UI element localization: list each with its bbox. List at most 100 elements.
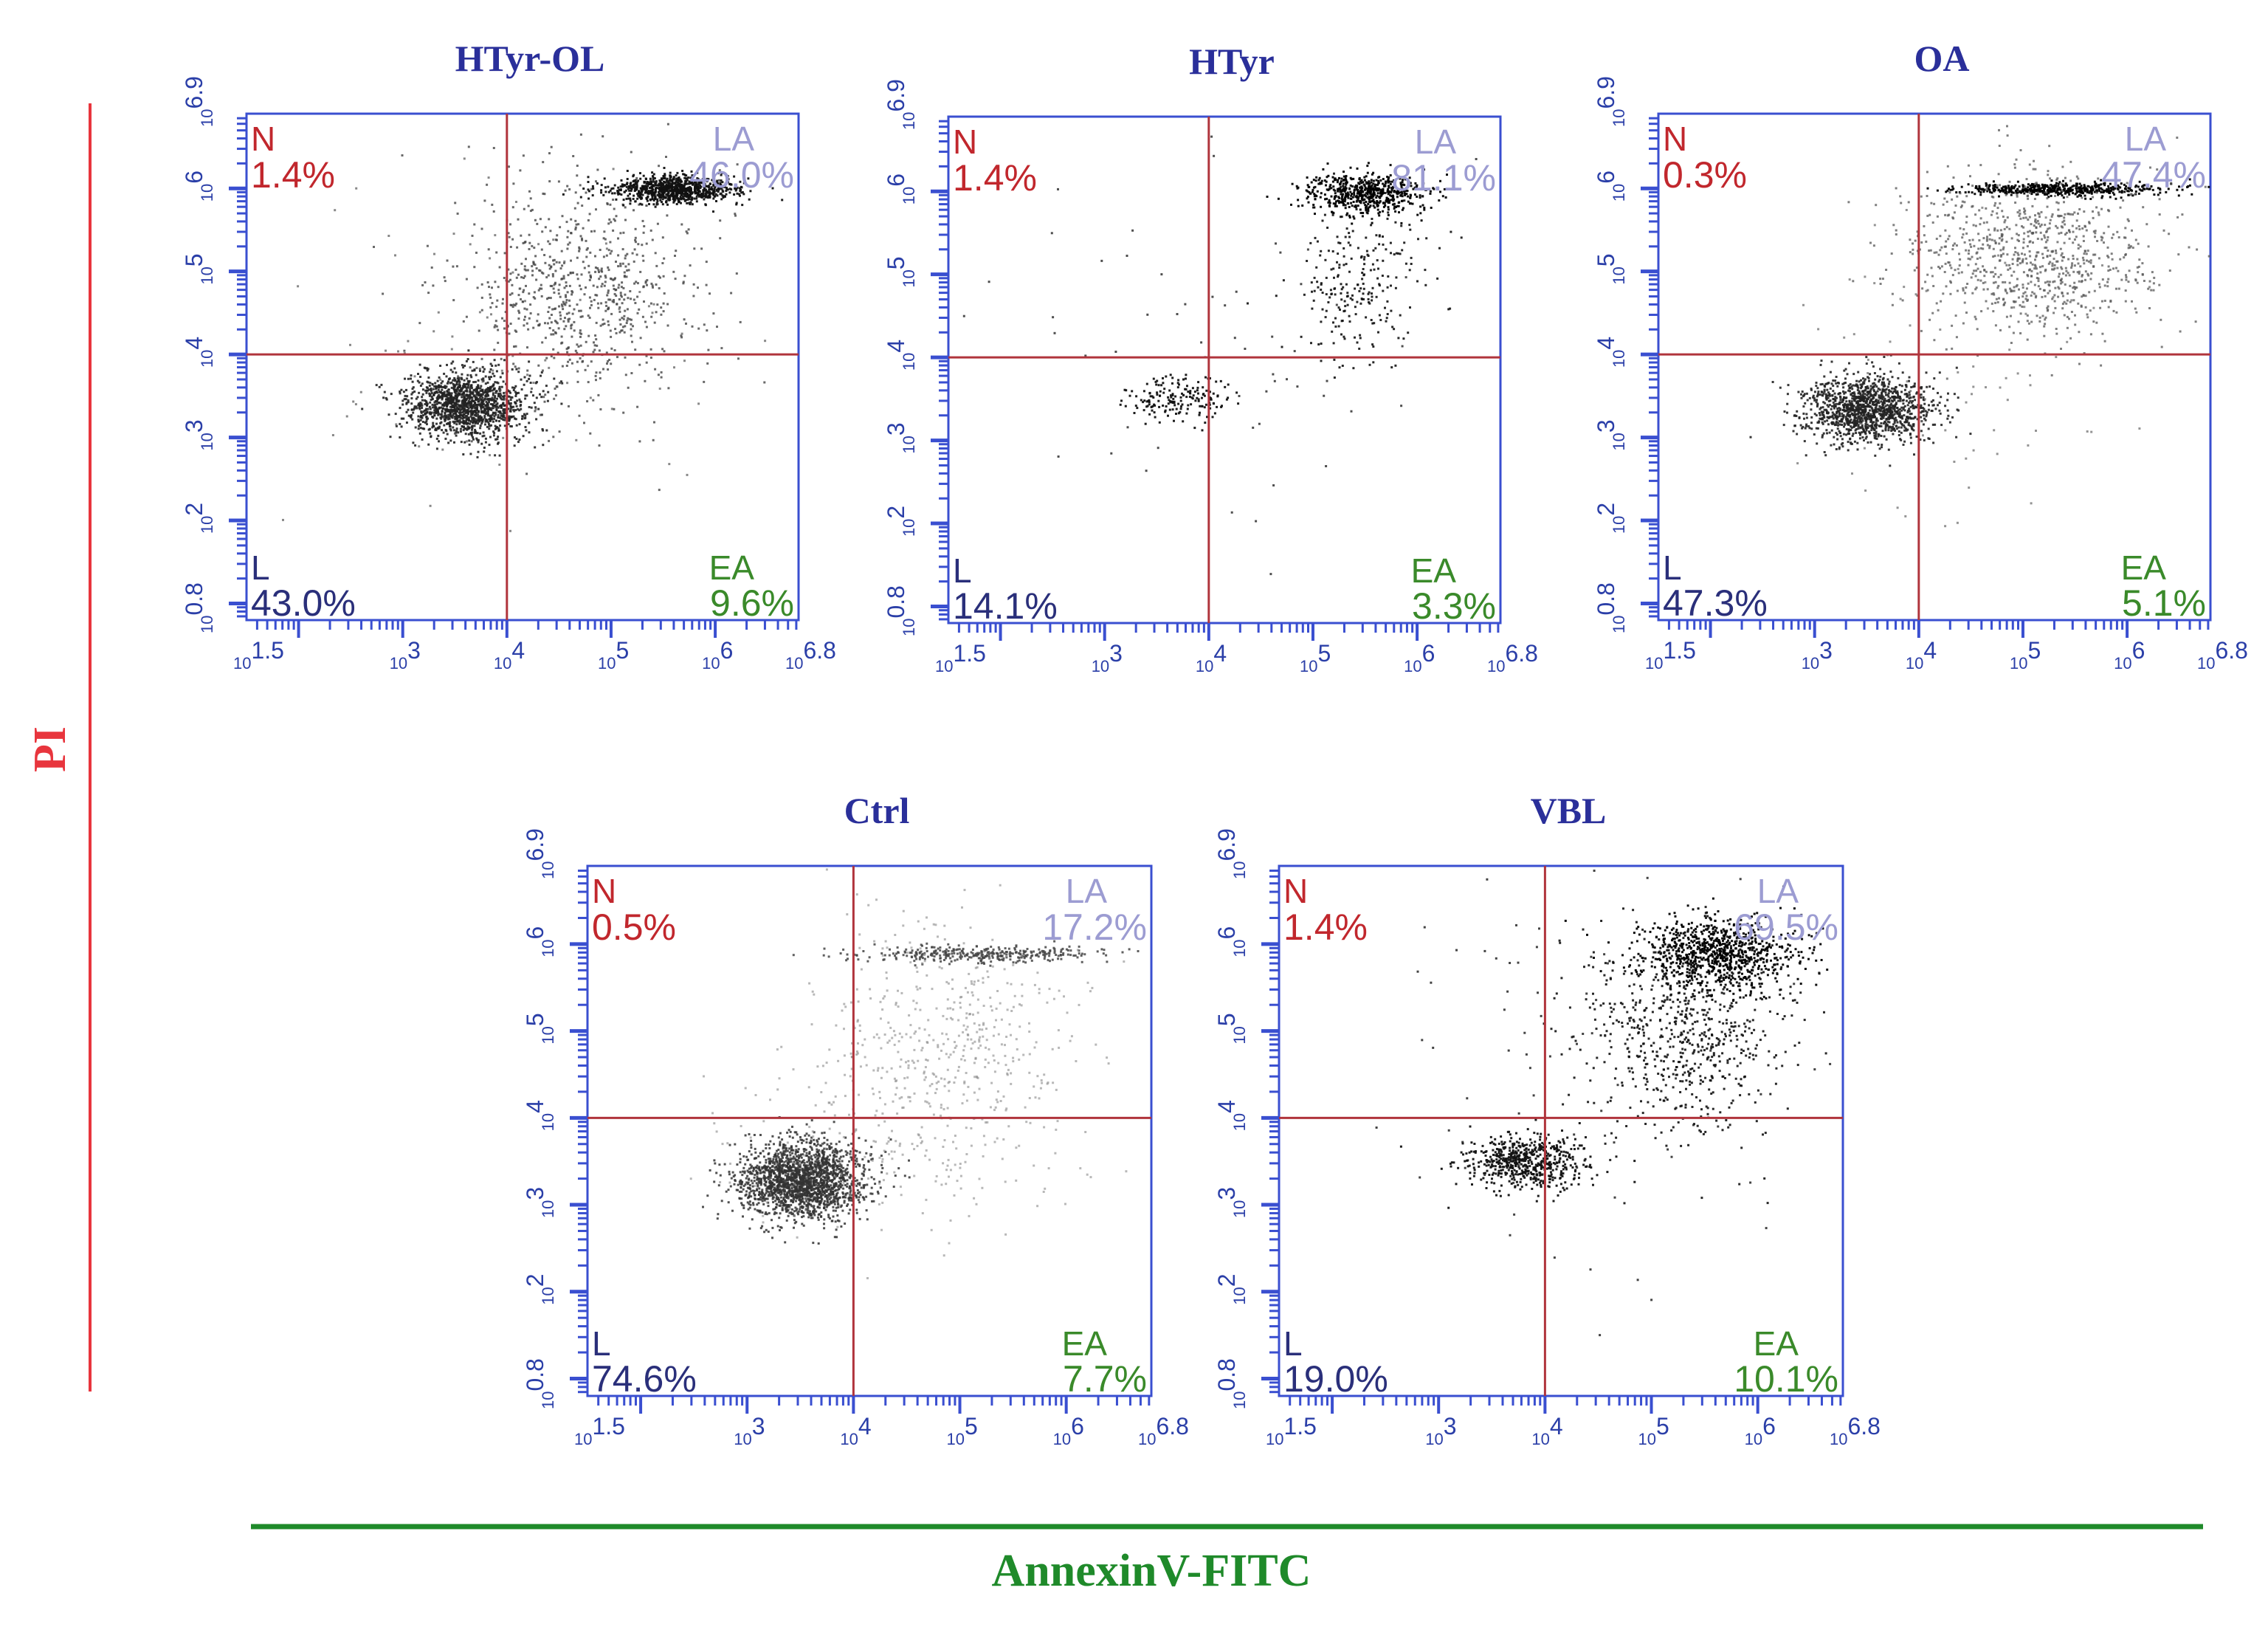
scatter-point — [626, 269, 629, 272]
scatter-point — [492, 405, 494, 407]
scatter-point — [594, 270, 597, 273]
scatter-point — [1813, 433, 1816, 436]
scatter-point — [631, 185, 634, 188]
scatter-point — [1119, 403, 1122, 406]
scatter-point — [426, 367, 429, 370]
scatter-point — [523, 277, 525, 279]
scatter-point — [630, 189, 633, 192]
scatter-point — [632, 198, 635, 200]
scatter-point — [456, 388, 459, 391]
scatter-point — [520, 404, 523, 406]
scatter-point — [734, 183, 737, 186]
scatter-point — [589, 306, 591, 309]
scatter-point — [658, 195, 661, 197]
scatter-point — [459, 390, 462, 393]
scatter-point — [500, 357, 503, 360]
scatter-point — [492, 392, 494, 395]
scatter-point — [571, 291, 574, 294]
scatter-point — [470, 402, 472, 405]
scatter-point — [624, 356, 627, 359]
scatter-point — [1460, 236, 1463, 239]
scatter-point — [515, 201, 517, 203]
scatter-point — [664, 196, 667, 199]
scatter-point — [1368, 363, 1371, 366]
scatter-point — [451, 371, 454, 374]
scatter-point — [962, 314, 965, 317]
scatter-point — [663, 190, 666, 193]
scatter-point — [571, 323, 573, 326]
scatter-point — [1381, 275, 1384, 277]
scatter-point — [679, 196, 682, 199]
scatter-point — [604, 309, 607, 312]
scatter-point — [467, 381, 470, 384]
scatter-point — [474, 413, 477, 416]
scatter-point — [692, 295, 695, 297]
scatter-point — [562, 277, 565, 280]
scatter-point — [481, 396, 484, 399]
scatter-point — [1176, 386, 1179, 389]
scatter-point — [447, 418, 449, 421]
scatter-point — [621, 183, 624, 186]
scatter-point — [666, 177, 669, 180]
scatter-point — [401, 399, 404, 402]
scatter-point — [566, 235, 569, 238]
scatter-point — [703, 189, 706, 192]
scatter-point — [1379, 210, 1382, 213]
scatter-point — [656, 303, 659, 306]
scatter-point — [662, 177, 665, 180]
scatter-point — [466, 410, 469, 412]
scatter-point — [1337, 274, 1340, 277]
scatter-point — [1401, 192, 1404, 195]
scatter-point — [1309, 192, 1311, 195]
scatter-point — [1362, 199, 1365, 202]
scatter-point — [663, 180, 665, 183]
scatter-point — [497, 286, 500, 289]
scatter-point — [503, 424, 506, 427]
scatter-point — [596, 267, 599, 269]
scatter-point — [612, 187, 615, 190]
scatter-point — [471, 418, 474, 421]
scatter-point — [1326, 379, 1328, 382]
scatter-point — [586, 400, 589, 403]
scatter-point — [1371, 173, 1373, 176]
scatter-point — [1353, 191, 1356, 194]
scatter-point — [630, 372, 633, 374]
scatter-point — [1409, 228, 1412, 231]
scatter-point — [1145, 382, 1148, 385]
scatter-point — [631, 252, 634, 255]
scatter-point — [689, 186, 692, 188]
scatter-point — [1349, 244, 1352, 247]
scatter-point — [1308, 190, 1311, 193]
scatter-point — [1312, 299, 1315, 302]
scatter-point — [600, 285, 603, 288]
scatter-point — [422, 410, 425, 413]
scatter-point — [394, 413, 397, 416]
scatter-point — [643, 180, 646, 183]
scatter-point — [548, 242, 551, 245]
scatter-point — [1194, 399, 1197, 402]
scatter-point — [458, 381, 461, 383]
scatter-point — [683, 173, 686, 176]
scatter-point — [1404, 262, 1407, 265]
scatter-point — [464, 405, 467, 407]
scatter-point — [627, 197, 630, 200]
scatter-point — [1872, 382, 1875, 385]
scatter-point — [1311, 190, 1314, 193]
scatter-point — [725, 179, 728, 182]
scatter-point — [435, 396, 438, 399]
scatter-point — [503, 396, 506, 399]
scatter-point — [1401, 208, 1404, 211]
scatter-point — [487, 176, 490, 179]
scatter-point — [1359, 256, 1362, 259]
scatter-point — [449, 425, 452, 427]
scatter-point — [497, 393, 500, 396]
scatter-point — [440, 382, 443, 385]
scatter-point — [599, 324, 602, 327]
scatter-point — [1134, 405, 1137, 407]
scatter-point — [1233, 337, 1236, 340]
scatter-point — [1408, 202, 1411, 205]
scatter-point — [565, 295, 568, 298]
scatter-point — [1359, 337, 1362, 340]
scatter-point — [717, 172, 720, 175]
scatter-point — [444, 407, 447, 410]
